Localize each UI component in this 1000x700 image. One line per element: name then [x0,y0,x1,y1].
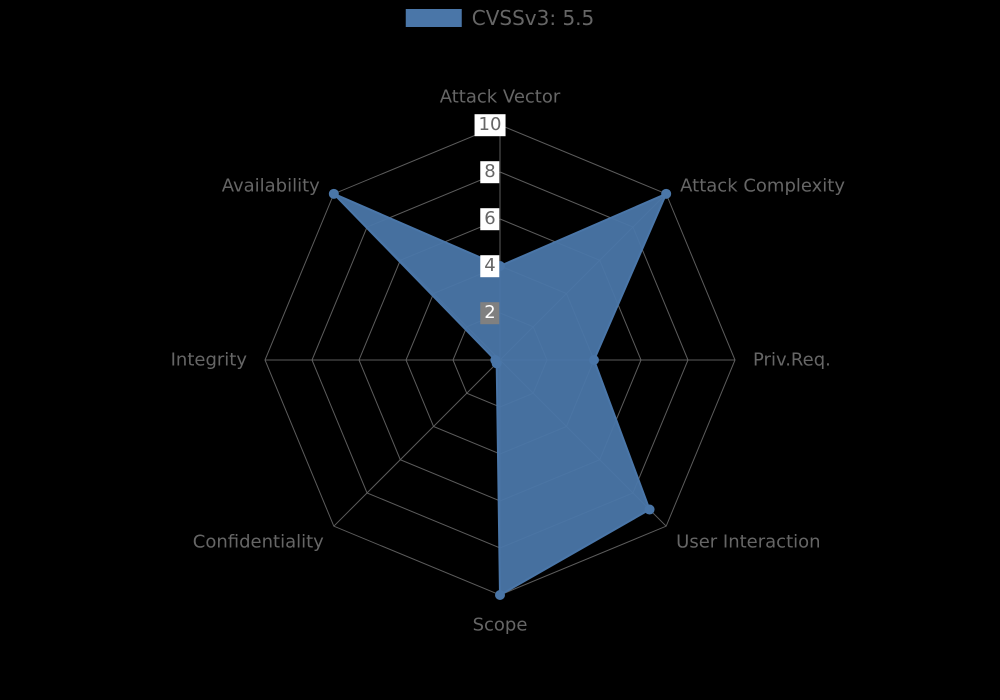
axis-label: Scope [473,615,528,636]
radar-chart: CVSSv3: 5.5 Attack Vector Attack Complexi… [0,0,1000,700]
axis-label: Priv.Req. [753,350,831,371]
tick-label: 10 [475,114,506,136]
axis-label: Availability [222,175,320,196]
tick-label: 4 [480,255,499,277]
legend-label: CVSSv3: 5.5 [472,6,595,30]
legend: CVSSv3: 5.5 [406,6,595,30]
axis-label: Attack Vector [440,87,561,108]
tick-label: 8 [480,161,499,183]
axis-label: Integrity [171,350,247,371]
axis-label: User Interaction [676,532,820,553]
legend-swatch [406,9,462,27]
axis-label: Attack Complexity [680,175,845,196]
axis-label: Confidentiality [193,532,324,553]
tick-label: 2 [480,302,499,324]
tick-label: 6 [480,208,499,230]
